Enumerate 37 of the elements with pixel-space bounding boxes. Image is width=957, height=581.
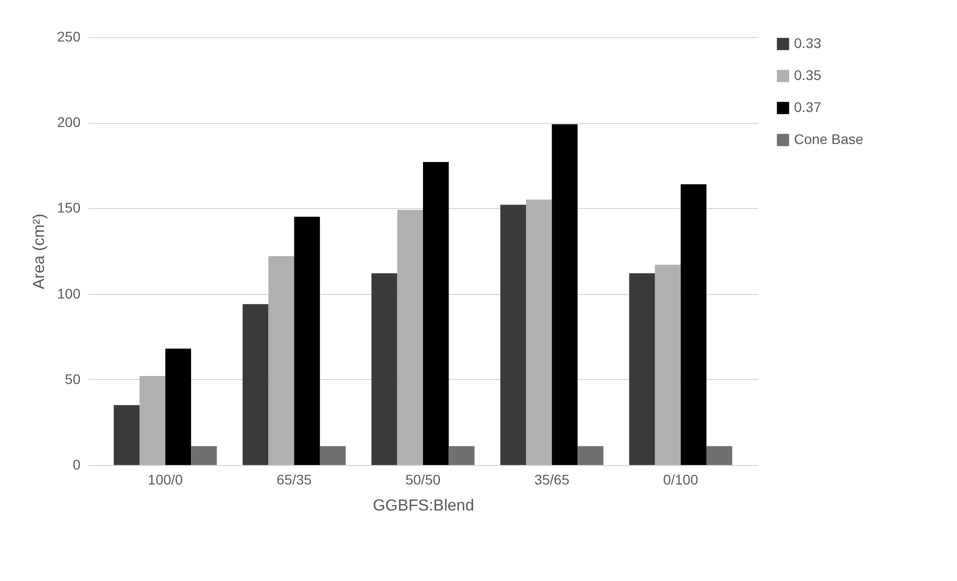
bar bbox=[654, 264, 681, 465]
x-tick-label: 65/35 bbox=[276, 472, 312, 488]
x-axis-title: GGBFS:Blend bbox=[372, 498, 474, 514]
y-axis-title: Area (cm²) bbox=[31, 214, 48, 290]
bar bbox=[191, 446, 217, 465]
y-tick-label: 100 bbox=[57, 285, 81, 302]
bar bbox=[448, 446, 475, 465]
bar bbox=[680, 184, 706, 465]
legend-label: Cone Base bbox=[794, 131, 864, 147]
bar bbox=[268, 256, 294, 465]
bar bbox=[552, 124, 578, 465]
y-tick-label: 200 bbox=[57, 114, 81, 130]
y-tick-label: 0 bbox=[72, 456, 81, 472]
bar bbox=[500, 204, 526, 465]
x-tick-label: 100/0 bbox=[148, 472, 184, 488]
y-tick-label: 150 bbox=[57, 200, 81, 216]
bar bbox=[629, 273, 655, 465]
bar bbox=[140, 376, 166, 465]
x-tick-label: 35/65 bbox=[534, 472, 570, 488]
x-tick-label: 50/50 bbox=[405, 472, 441, 488]
y-tick-label: 50 bbox=[64, 370, 81, 387]
bar bbox=[423, 162, 449, 465]
legend-label: 0.35 bbox=[794, 67, 822, 83]
bar bbox=[165, 348, 192, 465]
bar bbox=[242, 304, 268, 465]
bar bbox=[397, 210, 423, 465]
legend-label: 0.33 bbox=[794, 35, 822, 51]
bar bbox=[371, 273, 398, 465]
bar bbox=[114, 405, 140, 465]
bar bbox=[706, 446, 732, 465]
y-tick-label: 250 bbox=[57, 28, 81, 44]
bar bbox=[294, 216, 320, 465]
bar bbox=[526, 200, 552, 465]
bar bbox=[320, 446, 346, 465]
legend-label: 0.37 bbox=[794, 99, 822, 115]
x-tick-label: 0/100 bbox=[663, 472, 698, 488]
bar bbox=[578, 446, 604, 465]
